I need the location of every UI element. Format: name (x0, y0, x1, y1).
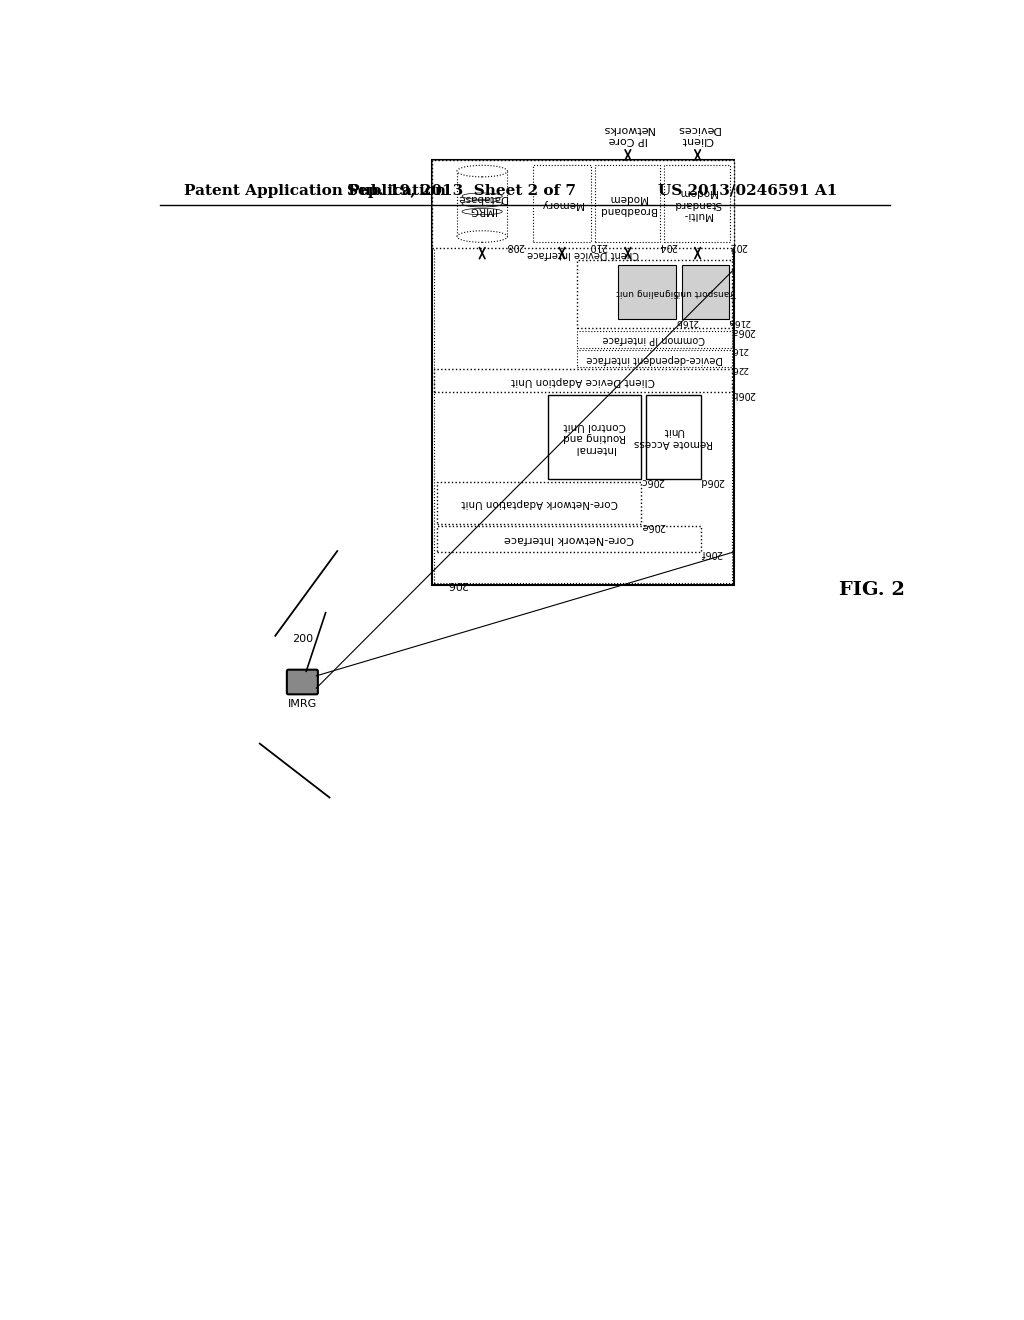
Text: Client Device Interface: Client Device Interface (527, 249, 639, 259)
Text: 202: 202 (729, 242, 748, 251)
Text: Sep. 19, 2013  Sheet 2 of 7: Sep. 19, 2013 Sheet 2 of 7 (347, 183, 575, 198)
Text: Client
Devices: Client Devices (676, 124, 720, 145)
Text: Core-Network Adaptation Unit: Core-Network Adaptation Unit (461, 498, 617, 508)
Text: Common IP interface: Common IP interface (603, 334, 706, 345)
Text: 210: 210 (589, 242, 607, 251)
Text: Transport unit: Transport unit (674, 288, 737, 297)
Bar (682, 265, 729, 319)
Bar (646, 395, 700, 479)
Text: 206a: 206a (731, 326, 756, 335)
Text: IMRG
Database: IMRG Database (458, 193, 507, 215)
Ellipse shape (457, 165, 507, 177)
Text: Client Device Adaption Unit: Client Device Adaption Unit (511, 376, 655, 385)
Text: 216b: 216b (675, 317, 698, 326)
Bar (617, 265, 676, 319)
Bar (577, 260, 732, 327)
Text: 216: 216 (731, 345, 749, 354)
Text: Internal
Routing and
Control Unit: Internal Routing and Control Unit (563, 421, 626, 454)
Text: US 2013/0246591 A1: US 2013/0246591 A1 (658, 183, 838, 198)
Text: 206c: 206c (640, 477, 665, 486)
Text: Device-dependent interface: Device-dependent interface (586, 354, 723, 363)
Bar (665, 165, 730, 243)
Bar (457, 172, 507, 236)
Text: Core-Network Interface: Core-Network Interface (504, 533, 634, 544)
Bar (548, 395, 641, 479)
Text: 208: 208 (506, 242, 524, 251)
Bar (434, 370, 732, 392)
Text: 206f: 206f (700, 548, 722, 558)
Bar (432, 160, 734, 585)
Text: Signaling unit: Signaling unit (615, 288, 679, 297)
Text: 200: 200 (292, 634, 313, 644)
Bar (437, 527, 700, 552)
Text: Patent Application Publication: Patent Application Publication (183, 183, 445, 198)
Text: IMRG: IMRG (288, 700, 317, 709)
Bar (432, 160, 734, 248)
Bar (532, 165, 591, 243)
Bar (577, 331, 732, 348)
Bar (577, 350, 732, 367)
Text: Broadband
Modem: Broadband Modem (599, 193, 656, 215)
Text: 206d: 206d (700, 477, 725, 486)
FancyBboxPatch shape (287, 669, 317, 694)
Text: 216a: 216a (728, 317, 751, 326)
Text: 204: 204 (658, 242, 677, 251)
Bar (595, 165, 660, 243)
Text: 206e: 206e (640, 520, 665, 531)
Text: Remote Access
Unit: Remote Access Unit (634, 426, 713, 447)
Text: Multi-
Standard
Modem: Multi- Standard Modem (674, 187, 722, 220)
Text: 206: 206 (447, 579, 468, 589)
Text: FIG. 2: FIG. 2 (839, 581, 905, 598)
Text: 206b: 206b (731, 389, 756, 399)
Text: IP Core
Networks: IP Core Networks (602, 124, 654, 145)
Ellipse shape (457, 231, 507, 243)
Text: 226: 226 (731, 364, 748, 374)
Bar (434, 162, 732, 582)
Text: Memory: Memory (541, 199, 583, 209)
Bar (437, 482, 641, 524)
